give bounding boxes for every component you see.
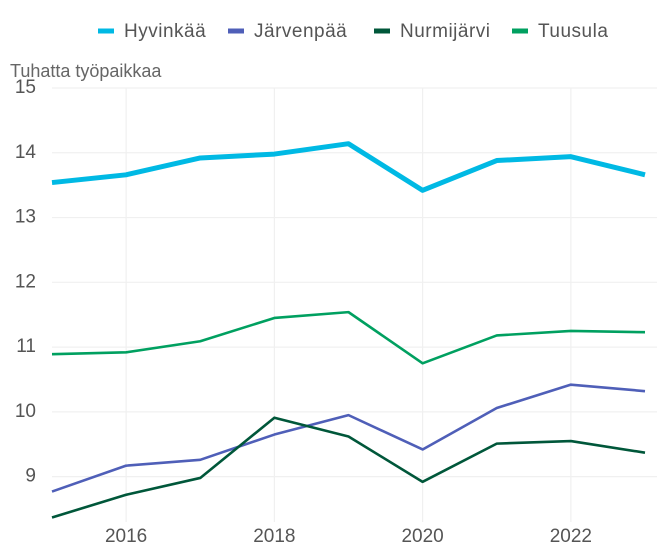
y-tick-label: 15 (15, 77, 36, 98)
y-tick-label: 14 (15, 142, 37, 163)
series-line (51, 416, 646, 519)
series-line (51, 383, 646, 493)
y-tick-label: 10 (15, 401, 36, 422)
x-tick-label: 2016 (105, 526, 147, 547)
y-tick-label: 13 (15, 207, 36, 228)
legend-label: Nurmijärvi (400, 21, 491, 42)
legend-label: Hyvinkää (124, 21, 206, 42)
legend-label: Tuusula (538, 21, 608, 42)
series-line (51, 141, 646, 193)
y-tick-label: 12 (15, 271, 36, 292)
x-tick-label: 2022 (550, 526, 592, 547)
y-tick-label: 9 (25, 466, 36, 487)
x-tick-label: 2020 (401, 526, 443, 547)
y-tick-label: 11 (16, 336, 36, 357)
series-line (51, 310, 646, 365)
x-tick-label: 2018 (253, 526, 295, 547)
y-axis-label: Tuhatta työpaikkaa (10, 61, 162, 81)
legend-label: Järvenpää (254, 21, 347, 42)
